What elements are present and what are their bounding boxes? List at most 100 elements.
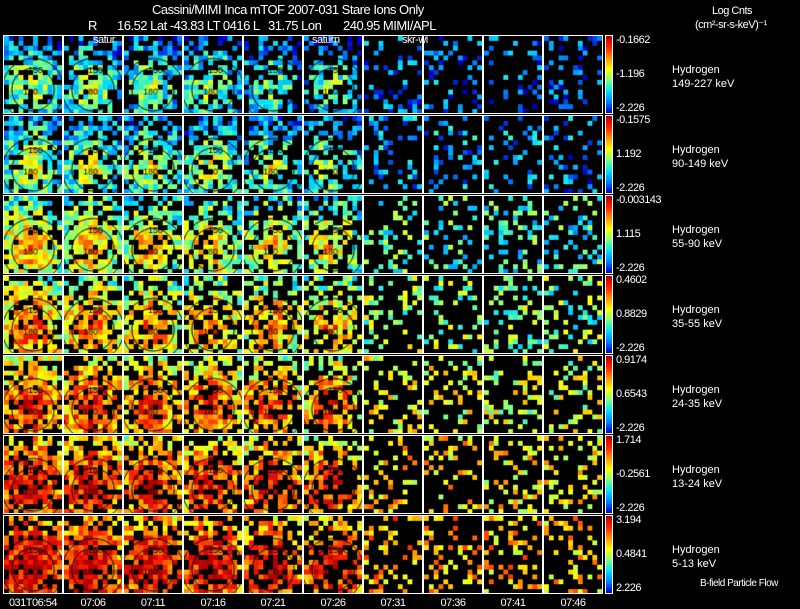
image-panel <box>183 195 243 274</box>
heatmap-cells <box>4 356 62 433</box>
heatmap-cells <box>124 516 182 593</box>
colorbar-cmax-label: 0.4602 <box>616 274 647 286</box>
colorbar-cmid-label: 1.192 <box>616 148 642 160</box>
colorbar-cmin-label: 2.226 <box>616 582 642 594</box>
heatmap-cells <box>544 436 602 513</box>
heatmap-cells <box>4 276 62 353</box>
colorbar-cmax-label: -0.003143 <box>616 194 662 206</box>
image-panel <box>483 515 543 594</box>
heatmap-cells <box>364 276 422 353</box>
energy-label: 13-24 keV <box>672 478 723 490</box>
units-formula: (cm²-sr-s-keV)⁻¹ <box>695 19 767 31</box>
colorbar <box>605 195 613 274</box>
image-panel <box>543 515 603 594</box>
image-panel <box>183 515 243 594</box>
heatmap-cells <box>484 276 542 353</box>
image-panel <box>543 115 603 194</box>
heatmap-cells <box>64 516 122 593</box>
skr-label: skr-wl <box>402 34 428 46</box>
energy-label: 55-90 keV <box>672 238 723 250</box>
heatmap-cells <box>304 196 362 273</box>
colorbar-cmid-label: 0.6543 <box>616 388 647 400</box>
image-panel <box>183 355 243 434</box>
image-panel <box>543 35 603 114</box>
species-label: Hydrogen <box>672 64 720 76</box>
heatmap-cells <box>484 196 542 273</box>
image-panel <box>543 195 603 274</box>
heatmap-cells <box>64 36 122 113</box>
heatmap-cells <box>184 276 242 353</box>
heatmap-cells <box>544 356 602 433</box>
image-panel <box>123 355 183 434</box>
heatmap-cells <box>424 196 482 273</box>
image-panel <box>3 515 63 594</box>
heatmap-cells <box>304 516 362 593</box>
heatmap-cells <box>364 36 422 113</box>
heatmap-cells <box>544 516 602 593</box>
image-panel <box>303 515 363 594</box>
colorbar <box>605 115 613 194</box>
image-panel <box>183 35 243 114</box>
image-panel <box>243 35 303 114</box>
image-panel <box>303 195 363 274</box>
heatmap-cells <box>124 436 182 513</box>
energy-label: 5-13 keV <box>672 558 717 570</box>
heatmap-cells <box>244 36 302 113</box>
satur-label: satur <box>93 34 115 46</box>
heatmap-cells <box>4 116 62 193</box>
image-panel <box>243 275 303 354</box>
image-panel <box>303 35 363 114</box>
row-label: Hydrogen 35-55 keV <box>672 303 722 331</box>
colorbar <box>605 355 613 434</box>
heatmap-cells <box>304 276 362 353</box>
energy-label: 24-35 keV <box>672 398 723 410</box>
heatmap-cells <box>484 516 542 593</box>
heatmap-cells <box>544 116 602 193</box>
colorbar-cmin-label: -2.226 <box>616 262 645 274</box>
colorbar-cmid-label: 0.8829 <box>616 308 647 320</box>
species-label: Hydrogen <box>672 384 720 396</box>
image-panel <box>3 115 63 194</box>
colorbar-cmin-label: -2.226 <box>616 422 645 434</box>
image-panel <box>63 35 123 114</box>
time-tick-label: 031T06:54 <box>8 597 58 609</box>
heatmap-cells <box>484 116 542 193</box>
colorbar-cmax-label: 3.194 <box>616 514 642 526</box>
image-panel <box>63 355 123 434</box>
image-panel <box>303 435 363 514</box>
heatmap-cells <box>184 36 242 113</box>
colorbar-cmin-label: -2.226 <box>616 102 645 114</box>
image-panel <box>63 435 123 514</box>
image-panel <box>423 115 483 194</box>
time-tick-label: 07:41 <box>500 597 526 609</box>
heatmap-cells <box>304 36 362 113</box>
heatmap-cells <box>364 516 422 593</box>
heatmap-cells <box>304 436 362 513</box>
image-panel <box>303 115 363 194</box>
heatmap-cells <box>4 516 62 593</box>
time-tick-label: 07:16 <box>200 597 226 609</box>
image-panel <box>123 35 183 114</box>
heatmap-cells <box>64 276 122 353</box>
heatmap-cells <box>124 36 182 113</box>
image-panel <box>3 355 63 434</box>
heatmap-cells <box>484 356 542 433</box>
image-panel <box>243 435 303 514</box>
time-tick-label: 07:36 <box>440 597 466 609</box>
image-panel <box>183 275 243 354</box>
image-panel <box>363 355 423 434</box>
heatmap-cells <box>124 356 182 433</box>
image-panel <box>243 515 303 594</box>
heatmap-cells <box>4 36 62 113</box>
ephemeris-lon: 31.75 Lon <box>268 18 322 33</box>
time-tick-label: 07:21 <box>260 597 286 609</box>
energy-label: 90-149 keV <box>672 158 729 170</box>
row-label: Hydrogen 5-13 keV <box>672 543 720 571</box>
colorbar-cmin-label: -2.226 <box>616 502 645 514</box>
heatmap-cells <box>544 276 602 353</box>
heatmap-cells <box>64 116 122 193</box>
image-panel <box>63 515 123 594</box>
energy-label: 149-227 keV <box>672 78 735 90</box>
image-panel <box>363 275 423 354</box>
ephemeris-lat: 16.52 Lat -43.83 LT 0416 L <box>117 18 260 33</box>
